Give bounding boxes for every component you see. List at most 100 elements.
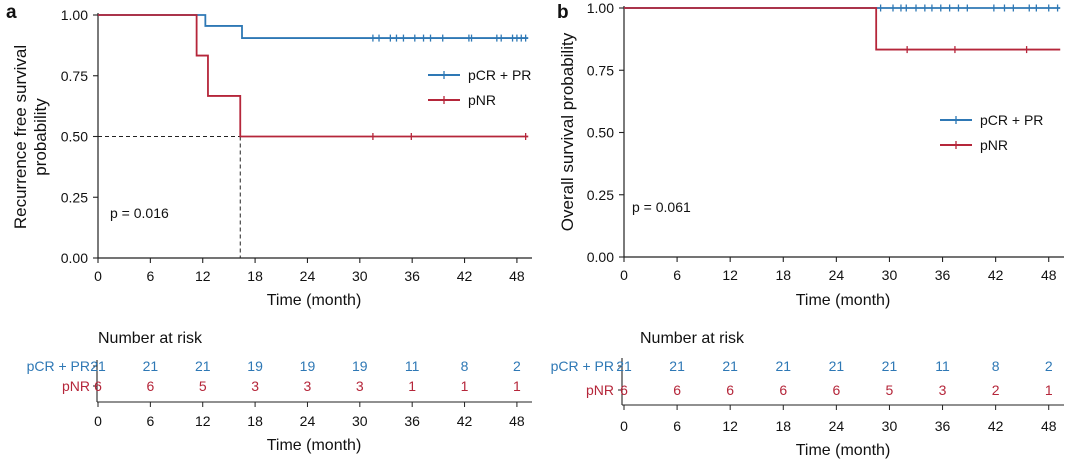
risk-x-tick-label: 24 <box>829 418 845 434</box>
risk-count: 21 <box>882 358 898 374</box>
x-tick-label: 42 <box>457 268 473 284</box>
risk-count: 21 <box>195 358 211 374</box>
risk-x-tick-label: 12 <box>195 413 211 429</box>
x-tick-label: 6 <box>673 267 681 283</box>
risk-count: 1 <box>1045 382 1053 398</box>
risk-row-label: pNR <box>62 378 90 394</box>
x-tick-label: 24 <box>829 267 845 283</box>
risk-x-tick-label: 48 <box>1041 418 1057 434</box>
risk-count: 21 <box>669 358 685 374</box>
risk-x-tick-label: 0 <box>620 418 628 434</box>
y-axis-label: Overall survival probability <box>558 32 577 231</box>
risk-count: 6 <box>620 382 628 398</box>
risk-row-label: pCR + PR <box>27 358 90 374</box>
x-tick-label: 24 <box>300 268 316 284</box>
risk-count: 3 <box>304 378 312 394</box>
legend-label: pNR <box>980 137 1008 153</box>
risk-count: 3 <box>939 382 947 398</box>
risk-count: 8 <box>461 358 469 374</box>
risk-table-title: Number at risk <box>98 330 203 347</box>
risk-count: 1 <box>513 378 521 394</box>
risk-x-tick-label: 48 <box>509 413 525 429</box>
p-value: p = 0.061 <box>632 199 691 215</box>
risk-count: 6 <box>673 382 681 398</box>
risk-count: 1 <box>461 378 469 394</box>
risk-count: 3 <box>356 378 364 394</box>
x-tick-label: 48 <box>509 268 525 284</box>
panel-label: b <box>557 2 569 23</box>
x-tick-label: 12 <box>722 267 738 283</box>
risk-count: 21 <box>616 358 632 374</box>
risk-count: 21 <box>143 358 159 374</box>
risk-x-tick-label: 24 <box>300 413 316 429</box>
risk-x-axis-label: Time (month) <box>796 442 891 459</box>
panel-label: a <box>6 2 17 23</box>
x-tick-label: 36 <box>404 268 420 284</box>
risk-count: 19 <box>247 358 263 374</box>
series-line-pnr <box>624 7 1061 51</box>
y-tick-label: 1.00 <box>587 0 614 16</box>
risk-count: 2 <box>992 382 1000 398</box>
risk-count: 5 <box>199 378 207 394</box>
x-tick-label: 42 <box>988 267 1004 283</box>
risk-x-tick-label: 30 <box>882 418 898 434</box>
risk-count: 1 <box>408 378 416 394</box>
x-tick-label: 48 <box>1041 267 1057 283</box>
p-value: p = 0.016 <box>110 205 169 221</box>
x-tick-label: 18 <box>775 267 791 283</box>
risk-x-tick-label: 36 <box>404 413 420 429</box>
x-axis-label: Time (month) <box>267 292 362 309</box>
series-line-pcrpr <box>98 14 529 39</box>
risk-x-tick-label: 42 <box>988 418 1004 434</box>
risk-count: 6 <box>832 382 840 398</box>
risk-count: 21 <box>90 358 106 374</box>
panel-a: a0.000.250.500.751.000 6 12 18 24 30 36 42 48Tim… <box>6 2 532 454</box>
x-tick-label: 30 <box>882 267 898 283</box>
risk-table-title: Number at risk <box>640 330 745 347</box>
y-tick-label: 0.50 <box>587 125 614 141</box>
risk-x-tick-label: 0 <box>94 413 102 429</box>
risk-x-tick-label: 18 <box>775 418 791 434</box>
risk-count: 3 <box>251 378 259 394</box>
risk-x-tick-label: 36 <box>935 418 951 434</box>
risk-count: 2 <box>513 358 521 374</box>
y-axis-label: Recurrence free survivalprobability <box>11 45 50 229</box>
x-tick-label: 0 <box>620 267 628 283</box>
x-tick-label: 36 <box>935 267 951 283</box>
risk-x-tick-label: 6 <box>146 413 154 429</box>
risk-row-label: pNR <box>586 382 614 398</box>
risk-count: 21 <box>775 358 791 374</box>
risk-count: 6 <box>146 378 154 394</box>
risk-x-tick-label: 18 <box>247 413 263 429</box>
x-tick-label: 12 <box>195 268 211 284</box>
y-tick-label: 1.00 <box>61 7 88 23</box>
risk-count: 2 <box>1045 358 1053 374</box>
y-tick-label: 0.00 <box>587 249 614 265</box>
risk-x-tick-label: 42 <box>457 413 473 429</box>
risk-x-tick-label: 30 <box>352 413 368 429</box>
x-tick-label: 0 <box>94 268 102 284</box>
y-tick-label: 0.75 <box>587 62 614 78</box>
legend-label: pNR <box>468 92 496 108</box>
risk-count: 11 <box>405 358 420 374</box>
y-tick-label: 0.25 <box>587 187 614 203</box>
risk-count: 6 <box>726 382 734 398</box>
risk-count: 19 <box>300 358 316 374</box>
y-tick-label: 0.00 <box>61 250 88 266</box>
risk-count: 5 <box>886 382 894 398</box>
risk-count: 6 <box>94 378 102 394</box>
risk-count: 21 <box>829 358 845 374</box>
risk-x-tick-label: 12 <box>722 418 738 434</box>
risk-count: 19 <box>352 358 368 374</box>
legend-label: pCR + PR <box>468 67 531 83</box>
risk-count: 8 <box>992 358 1000 374</box>
y-tick-label: 0.50 <box>61 129 88 145</box>
risk-count: 6 <box>779 382 787 398</box>
series-line-pnr <box>98 14 529 138</box>
y-tick-label: 0.75 <box>61 68 88 84</box>
risk-count: 11 <box>935 358 950 374</box>
x-axis-label: Time (month) <box>796 292 891 309</box>
risk-x-axis-label: Time (month) <box>267 437 362 454</box>
risk-row-label: pCR + PR <box>551 358 614 374</box>
